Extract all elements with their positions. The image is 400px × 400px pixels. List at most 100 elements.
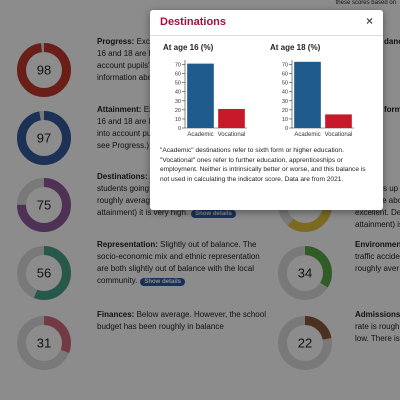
item-text: dance: — [384, 36, 400, 48]
item-line: information abou — [97, 72, 158, 84]
y-tick-label: 50 — [282, 81, 288, 87]
item-text-line: roughly average, — [97, 196, 157, 205]
y-tick-label: 20 — [282, 108, 288, 114]
item-text-line: are both slightly out of balance with th… — [97, 264, 254, 273]
score-gauge: 98 — [17, 43, 71, 97]
item-line: low. There is — [355, 333, 400, 345]
item-text-line: account pupils' p — [97, 61, 157, 70]
item-line: are both slightly out of balance with th… — [97, 263, 260, 275]
y-tick-label: 0 — [285, 126, 288, 132]
item-heading: Admissions: — [355, 310, 400, 319]
item-text-line: 16 and 18 are be — [97, 117, 158, 126]
gauge-score: 97 — [37, 131, 51, 146]
item-heading: Destinations: — [97, 172, 148, 181]
gauge-arc — [17, 111, 71, 165]
x-tick-label: Vocational — [325, 132, 353, 138]
item-line: into account pup — [97, 128, 158, 140]
item-text-line: 16 and 18 are be — [97, 49, 158, 58]
gauge-arc — [278, 316, 332, 370]
details-button[interactable]: Show details — [140, 278, 185, 286]
item-line: roughly aver — [355, 263, 400, 275]
item-text: Finances: Below average. However, the sc… — [97, 309, 266, 333]
item-text: Admissions: rate is rough low. There is — [355, 309, 400, 345]
y-tick-label: 40 — [282, 90, 288, 96]
item-text-line: attainment) it is very high. — [97, 208, 189, 217]
modal-note: "Academic" destinations refer to sixth f… — [160, 147, 366, 183]
item-line: see Progress.) — [97, 140, 158, 152]
y-tick-label: 0 — [178, 126, 181, 132]
gauge-score: 31 — [37, 336, 51, 351]
item-line: students going o — [97, 183, 236, 195]
gauge-score: 75 — [37, 198, 51, 213]
item-line: community. Show details — [97, 275, 260, 287]
y-tick-label: 70 — [282, 63, 288, 69]
item-line: socio-economic mix and ethnic representa… — [97, 251, 260, 263]
item-line: roughly average, — [97, 195, 236, 207]
gauge-arc — [17, 43, 71, 97]
modal-header: Destinations × — [150, 10, 383, 36]
item-heading: Finances: — [97, 310, 135, 319]
x-tick-label: Academic — [187, 132, 213, 138]
gauge-arc — [17, 316, 71, 370]
y-tick-label: 20 — [175, 108, 181, 114]
score-gauge: 31 — [17, 316, 71, 370]
y-tick-label: 60 — [175, 72, 181, 78]
item-text-line: budget has been roughly in balance — [97, 322, 224, 331]
item-line: form: E — [384, 104, 400, 116]
item-text: form: E — [384, 104, 400, 116]
gauge-arc — [17, 178, 71, 232]
y-tick-label: 10 — [175, 117, 181, 123]
score-gauge: 97 — [17, 111, 71, 165]
item-text-line: see Progress.) — [97, 141, 150, 150]
bar — [325, 114, 352, 128]
item-text-line: Exce — [136, 37, 155, 46]
y-tick-label: 50 — [175, 81, 181, 87]
bar-chart: At age 16 (%) 0 10 20 30 40 50 60 70 Academic Voca… — [163, 43, 247, 138]
item-text-line: low. There is — [355, 334, 400, 343]
bar — [294, 61, 321, 128]
gauge-score: 34 — [298, 266, 312, 281]
item-text: Representation: Slightly out of balance.… — [97, 239, 260, 287]
item-line: Environment — [355, 239, 400, 251]
gauge-arc — [278, 246, 332, 300]
bar-chart: At age 18 (%) 0 10 20 30 40 50 60 70 Academic Voca… — [270, 43, 354, 138]
item-text: Progress: Exce 16 and 18 are be account pu… — [97, 36, 158, 84]
gauge-score: 22 — [298, 336, 312, 351]
gauge-score: 98 — [37, 63, 51, 78]
y-tick-label: 70 — [175, 63, 181, 69]
item-line: Admissions: — [355, 309, 400, 321]
item-text: Environment traffic accide roughly aver — [355, 239, 400, 275]
item-heading: Attainment: — [97, 105, 142, 114]
top-note: these scores based on — [335, 0, 396, 6]
item-line: dance: — [384, 36, 400, 48]
gauge-arc — [17, 246, 71, 300]
item-line: rate is rough — [355, 321, 400, 333]
item-text-line: community. — [97, 276, 138, 285]
score-gauge: 75 — [17, 178, 71, 232]
item-text-line: socio-economic mix and ethnic representa… — [97, 252, 260, 261]
item-line: budget has been roughly in balance — [97, 321, 266, 333]
item-line: Finances: Below average. However, the sc… — [97, 309, 266, 321]
score-gauge: 56 — [17, 246, 71, 300]
item-heading: Progress: — [97, 37, 135, 46]
details-button[interactable]: Show details — [191, 210, 236, 218]
item-heading: form: — [384, 105, 400, 114]
item-heading: Environment — [355, 240, 400, 249]
modal-title: Destinations — [160, 16, 227, 28]
item-text-line: Slightly out of balance. The — [160, 240, 257, 249]
item-text-line: into account pup — [97, 129, 156, 138]
item-line: attainment) is — [355, 219, 400, 231]
item-heading: Representation: — [97, 240, 158, 249]
y-tick-label: 40 — [175, 90, 181, 96]
bar — [187, 63, 214, 129]
item-line: Progress: Exce — [97, 36, 158, 48]
item-text-line: roughly aver — [355, 264, 400, 273]
close-button[interactable]: × — [365, 14, 373, 28]
bar — [218, 108, 245, 128]
item-text-line: rate is rough — [355, 322, 400, 331]
item-line: traffic accide — [355, 251, 400, 263]
gauge-score: 56 — [37, 266, 51, 281]
y-tick-label: 30 — [175, 99, 181, 105]
item-text-line: excellent. De — [355, 208, 400, 217]
modal: Destinations × "Academic" destinations r… — [150, 10, 383, 210]
